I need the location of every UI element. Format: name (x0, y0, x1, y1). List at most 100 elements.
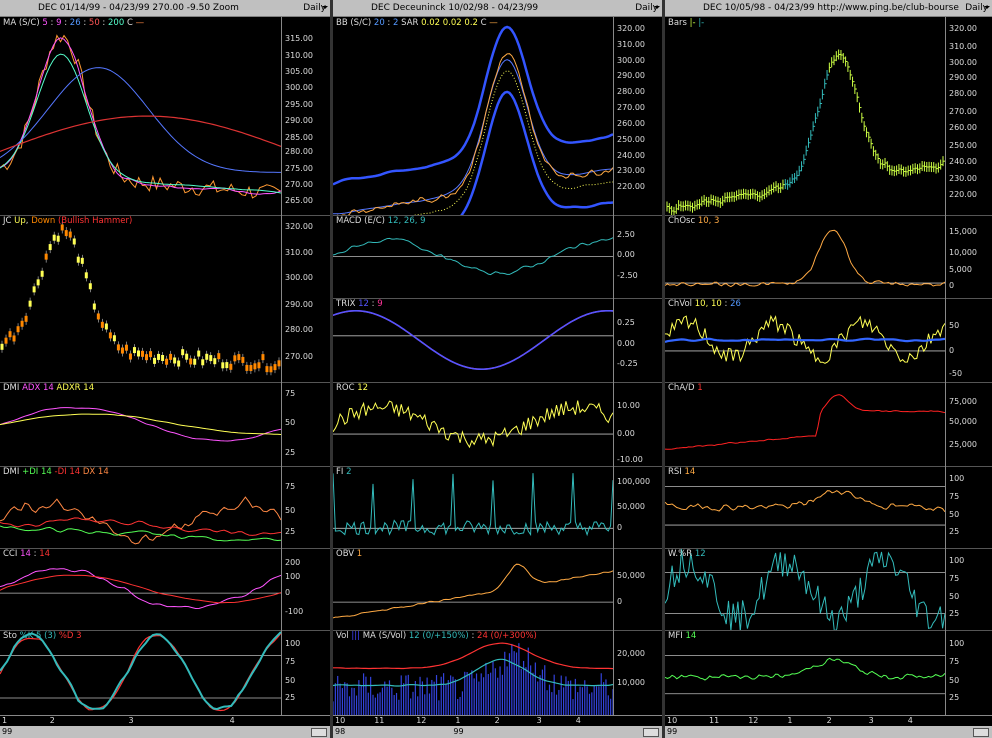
indicator-panel[interactable]: BB (S/C) 20 : 2 SAR 0.02 0.02 0.2 C — 320… (333, 17, 662, 216)
candle-body (205, 353, 209, 360)
plot-area[interactable]: ChA/D 1 (665, 382, 946, 466)
y-axis-label: -0.25 (617, 358, 638, 368)
y-axis-label: 0 (285, 588, 291, 598)
minus-di-line (0, 517, 281, 536)
panel-title-part: 0.02 (421, 18, 441, 28)
indicator-panel[interactable]: MA (S/C) 5 : 9 : 26 : 50 : 200 C — 315.00… (0, 17, 330, 216)
x-axis-label: 4 (907, 716, 913, 725)
panel-title-part: : (384, 18, 394, 28)
y-axis-label: 310.00 (285, 248, 313, 258)
plot-area[interactable]: DMI ADX 14 ADXR 14 (0, 382, 282, 466)
indicator-panel[interactable]: Sto %K 5 (3) %D 3 100 75 50 25 (0, 630, 330, 716)
candle-body (104, 323, 108, 330)
dx-line (0, 496, 281, 545)
panel-title-part: 12 (0/+150%) (408, 631, 469, 641)
panel-title-part: 12 (694, 549, 706, 559)
y-axis-label: 315.00 (285, 34, 313, 44)
y-axis-label: 250.00 (949, 140, 977, 150)
y-axis-label: 320.00 (285, 221, 313, 231)
indicator-panel[interactable]: FI 2 100,000 50,000 0 (333, 466, 662, 549)
period-dropdown[interactable]: Daily (957, 0, 990, 16)
indicator-chart (0, 221, 281, 376)
candle-body (108, 332, 112, 339)
plot-area[interactable]: BB (S/C) 20 : 2 SAR 0.02 0.02 0.2 C — (333, 17, 614, 215)
scroll-control[interactable] (973, 728, 989, 737)
plot-area[interactable]: JC Up, Down (Bullish Hammer) (0, 215, 282, 382)
indicator-panel[interactable]: DMI +DI 14 -DI 14 DX 14 75 50 25 (0, 466, 330, 549)
scroll-control[interactable] (311, 728, 327, 737)
plot-area[interactable]: ROC 12 (333, 382, 614, 466)
plot-area[interactable]: ChVol 10, 10 : 26 (665, 298, 946, 382)
x-axis-label: 2 (826, 716, 832, 725)
chart-window-3[interactable]: DEC 10/05/98 - 04/23/99 http://www.ping.… (665, 0, 992, 738)
indicator-panel[interactable]: Bars |- |- 320.00 310.00 300.00 290.00 280.00… (665, 17, 992, 216)
plot-area[interactable]: MA (S/C) 5 : 9 : 26 : 50 : 200 C — (0, 17, 282, 215)
indicator-panel[interactable]: JC Up, Down (Bullish Hammer) 320.00 310.00… (0, 215, 330, 383)
period-dropdown[interactable]: Daily (295, 0, 328, 16)
indicator-panel[interactable]: W.%R 12 100 75 50 25 (665, 548, 992, 631)
y-axis-label: 250.00 (617, 134, 645, 144)
indicator-panel[interactable]: CCI 14 : 14 200 100 0 -100 (0, 548, 330, 631)
y-axis-label: 265.00 (285, 196, 313, 206)
candle-body (132, 347, 136, 354)
plot-area[interactable]: W.%R 12 (665, 548, 946, 630)
plot-area[interactable]: Sto %K 5 (3) %D 3 (0, 630, 282, 715)
panel-title-part: %D 3 (58, 631, 82, 641)
plot-area[interactable]: Vol ||| MA (S/Vol) 12 (0/+150%) : 24 (0/… (333, 630, 614, 715)
indicator-panel[interactable]: ROC 12 10.00 0.00 -10.00 (333, 382, 662, 467)
y-axis-label: 10,000 (949, 248, 977, 258)
y-axis-label: 10.00 (617, 400, 640, 410)
indicator-panel[interactable]: RSI 14 100 75 50 25 (665, 466, 992, 549)
y-axis-label: -10.00 (617, 455, 643, 465)
plot-area[interactable]: Bars |- |- (665, 17, 946, 215)
panel-title: MA (S/C) 5 : 9 : 26 : 50 : 200 C — (3, 18, 144, 28)
panel-title-part: 10, 10 (694, 299, 722, 309)
indicator-panel[interactable]: ChVol 10, 10 : 26 50 0 -50 (665, 298, 992, 383)
candle-body (80, 257, 84, 264)
indicator-panel[interactable]: MFI 14 100 75 50 25 (665, 630, 992, 716)
indicator-chart (333, 400, 613, 449)
candle-body (64, 230, 68, 237)
scroll-control[interactable] (643, 728, 659, 737)
sto-d-line (0, 632, 281, 712)
candle-body (261, 354, 265, 361)
chart-window-2[interactable]: DEC Deceuninck 10/02/98 - 04/23/99 Daily B… (333, 0, 662, 738)
window-title-bar[interactable]: DEC 10/05/98 - 04/23/99 http://www.ping.… (665, 0, 992, 17)
window-title-bar[interactable]: DEC 01/14/99 - 04/23/99 270.00 -9.50 Zoo… (0, 0, 330, 17)
window-separator[interactable] (330, 0, 333, 738)
plot-area[interactable]: TRIX 12 : 9 (333, 298, 614, 382)
y-axis-label: 50 (949, 320, 960, 330)
mfi-line (665, 657, 945, 681)
indicator-panel[interactable]: ChOsc 10, 3 15,000 10,000 5,000 0 (665, 215, 992, 299)
candle-body (24, 315, 28, 322)
chvol-signal-line (665, 337, 945, 343)
plot-area[interactable]: DMI +DI 14 -DI 14 DX 14 (0, 466, 282, 548)
plot-area[interactable]: RSI 14 (665, 466, 946, 548)
y-axis-label: 280.00 (285, 147, 313, 157)
indicator-panel[interactable]: TRIX 12 : 9 0.25 0.00 -0.25 (333, 298, 662, 383)
plot-area[interactable]: OBV 1 (333, 548, 614, 630)
indicator-panel[interactable]: DMI ADX 14 ADXR 14 75 50 25 (0, 382, 330, 467)
indicator-panel[interactable]: ChA/D 1 75,000 50,000 25,000 (665, 382, 992, 467)
window-title-bar[interactable]: DEC Deceuninck 10/02/98 - 04/23/99 Daily (333, 0, 662, 17)
y-axis-label: 280.00 (285, 325, 313, 335)
period-dropdown[interactable]: Daily (627, 0, 660, 16)
fi-line (333, 473, 613, 537)
candle-body (76, 256, 80, 263)
plot-area[interactable]: MFI 14 (665, 630, 946, 715)
sto-k-line (0, 631, 281, 711)
plot-area[interactable]: MACD (E/C) 12, 26, 9 (333, 215, 614, 298)
panel-title-part: MACD (E/C) (336, 216, 388, 226)
window-separator[interactable] (662, 0, 665, 738)
candle-body (217, 353, 221, 360)
candle-body (193, 358, 197, 365)
indicator-panel[interactable]: MACD (E/C) 12, 26, 9 2.50 0.00 -2.50 (333, 215, 662, 299)
chart-window-1[interactable]: DEC 01/14/99 - 04/23/99 270.00 -9.50 Zoo… (0, 0, 330, 738)
plot-area[interactable]: ChOsc 10, 3 (665, 215, 946, 298)
plot-area[interactable]: FI 2 (333, 466, 614, 548)
plot-area[interactable]: CCI 14 : 14 (0, 548, 282, 630)
panel-title: ChVol 10, 10 : 26 (668, 299, 741, 309)
y-axis-label: 260.00 (617, 118, 645, 128)
indicator-panel[interactable]: OBV 1 50,000 0 (333, 548, 662, 631)
indicator-panel[interactable]: Vol ||| MA (S/Vol) 12 (0/+150%) : 24 (0/… (333, 630, 662, 716)
